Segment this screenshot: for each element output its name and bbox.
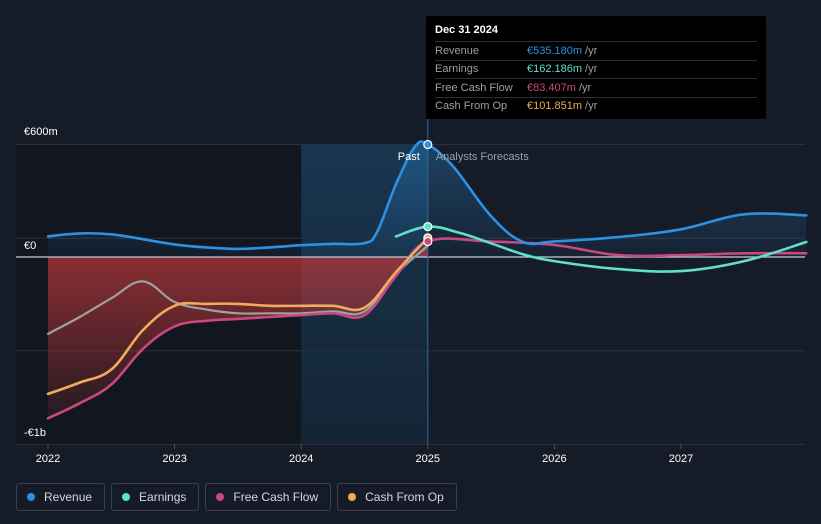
- tooltip-unit: /yr: [578, 81, 592, 94]
- tooltip-value: €101.851m: [527, 100, 583, 113]
- revenue-area-fill: [48, 141, 807, 257]
- marker-free-cash-flow: [423, 236, 433, 247]
- legend-earnings[interactable]: Earnings: [111, 483, 200, 511]
- tooltip-unit: /yr: [585, 44, 598, 57]
- x-axis-labels: 2022 2023 2024 2025 2026 2027: [36, 444, 693, 465]
- y-tick-label: -€1b: [24, 427, 46, 439]
- tooltip-unit: /yr: [585, 100, 598, 113]
- legend-dot-icon: [122, 493, 131, 501]
- legend-label: Free Cash Flow: [233, 490, 319, 504]
- tooltip-row-free-cash-flow: Free Cash Flow €83.407m /yr: [435, 78, 757, 97]
- tooltip-value: €83.407m: [527, 81, 576, 94]
- legend-label: Cash From Op: [365, 490, 444, 504]
- tooltip-value: €535.180m: [527, 44, 583, 57]
- tooltip-label: Cash From Op: [435, 100, 508, 113]
- series-line-earnings: [394, 225, 808, 273]
- y-tick-label: €0: [24, 240, 36, 252]
- forecast-label: Analysts Forecasts: [436, 151, 529, 163]
- series-line-cash-from-op: [46, 236, 430, 396]
- x-tick-label: 2022: [36, 453, 60, 465]
- tooltip-label: Free Cash Flow: [435, 81, 513, 94]
- legend-dot-icon: [348, 493, 357, 501]
- tooltip-value: €162.186m: [527, 63, 583, 76]
- legend-dot-icon: [216, 493, 225, 501]
- x-tick-label: 2026: [542, 453, 566, 465]
- x-tick-label: 2025: [416, 453, 440, 465]
- tooltip-unit: /yr: [585, 63, 598, 76]
- past-label: Past: [398, 151, 420, 163]
- tooltip-label: Revenue: [435, 44, 480, 57]
- series-markers: [423, 139, 433, 247]
- tooltip-row-revenue: Revenue €535.180m /yr: [435, 41, 757, 60]
- series-line-revenue: [46, 140, 808, 251]
- tooltip-label: Earnings: [435, 63, 479, 76]
- legend-label: Earnings: [139, 490, 187, 504]
- tooltip-row-earnings: Earnings €162.186m /yr: [435, 59, 757, 79]
- legend: Revenue Earnings Free Cash Flow Cash Fro…: [16, 483, 457, 511]
- series-lines: [46, 140, 808, 420]
- legend-revenue[interactable]: Revenue: [16, 483, 106, 511]
- legend-free-cash-flow[interactable]: Free Cash Flow: [205, 483, 332, 511]
- y-tick-label: €600m: [24, 126, 58, 138]
- legend-dot-icon: [27, 493, 35, 501]
- tooltip-row-cash-from-op: Cash From Op €101.851m /yr: [435, 96, 757, 116]
- series-line-free-cash-flow: [46, 237, 808, 420]
- x-tick-label: 2024: [289, 453, 313, 465]
- past-area-fill: [48, 241, 428, 419]
- series-line-gray: [46, 244, 429, 335]
- legend-cash-from-op[interactable]: Cash From Op: [337, 483, 457, 511]
- marker-earnings: [423, 222, 433, 232]
- marker-revenue: [423, 139, 433, 150]
- tooltip: Dec 31 2024 Revenue €535.180m /yr Earnin…: [426, 16, 766, 119]
- legend-label: Revenue: [44, 490, 93, 504]
- x-tick-label: 2023: [162, 453, 186, 465]
- y-axis-labels: €600m €0 -€1b: [24, 126, 58, 439]
- x-tick-label: 2027: [669, 453, 693, 465]
- tooltip-date: Dec 31 2024: [435, 24, 498, 36]
